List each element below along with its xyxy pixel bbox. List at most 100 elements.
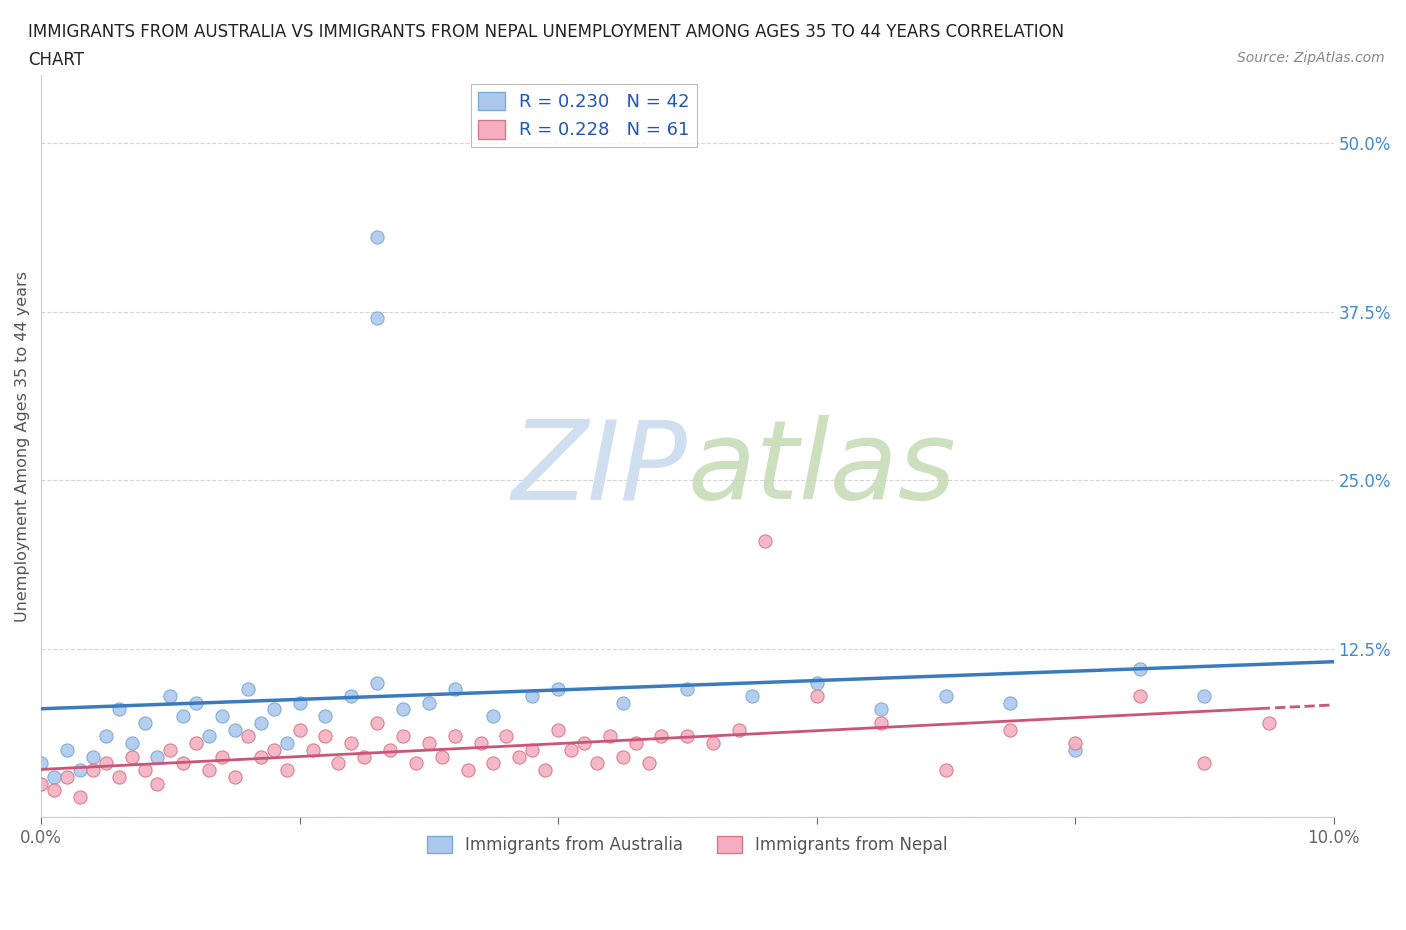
Point — [1064, 736, 1087, 751]
Point — [211, 750, 233, 764]
Point — [935, 688, 957, 703]
Point — [572, 736, 595, 751]
Point — [741, 688, 763, 703]
Point — [366, 230, 388, 245]
Point — [94, 756, 117, 771]
Point — [301, 742, 323, 757]
Point — [534, 763, 557, 777]
Point — [288, 696, 311, 711]
Point — [470, 736, 492, 751]
Point — [430, 750, 453, 764]
Point — [263, 742, 285, 757]
Point — [482, 709, 505, 724]
Point — [870, 715, 893, 730]
Point — [340, 688, 363, 703]
Point — [314, 729, 336, 744]
Point — [236, 682, 259, 697]
Point — [121, 736, 143, 751]
Point — [418, 736, 440, 751]
Point — [418, 696, 440, 711]
Point — [728, 723, 751, 737]
Point — [198, 763, 221, 777]
Point — [250, 750, 273, 764]
Point — [224, 723, 246, 737]
Y-axis label: Unemployment Among Ages 35 to 44 years: Unemployment Among Ages 35 to 44 years — [15, 271, 30, 622]
Point — [637, 756, 659, 771]
Legend: Immigrants from Australia, Immigrants from Nepal: Immigrants from Australia, Immigrants fr… — [420, 830, 955, 861]
Point — [276, 763, 298, 777]
Point — [134, 715, 156, 730]
Point — [1257, 715, 1279, 730]
Point — [806, 688, 828, 703]
Point — [340, 736, 363, 751]
Point — [624, 736, 647, 751]
Point — [650, 729, 672, 744]
Point — [159, 688, 181, 703]
Point — [134, 763, 156, 777]
Point — [236, 729, 259, 744]
Point — [1129, 661, 1152, 676]
Point — [560, 742, 582, 757]
Point — [263, 702, 285, 717]
Point — [30, 756, 52, 771]
Point — [42, 783, 65, 798]
Point — [443, 682, 465, 697]
Point — [186, 696, 208, 711]
Point — [522, 742, 544, 757]
Point — [599, 729, 621, 744]
Point — [522, 688, 544, 703]
Point — [172, 756, 194, 771]
Point — [547, 682, 569, 697]
Point — [754, 534, 776, 549]
Text: atlas: atlas — [688, 415, 956, 522]
Text: CHART: CHART — [28, 51, 84, 69]
Point — [69, 790, 91, 804]
Text: Source: ZipAtlas.com: Source: ZipAtlas.com — [1237, 51, 1385, 65]
Point — [328, 756, 350, 771]
Point — [159, 742, 181, 757]
Point — [172, 709, 194, 724]
Point — [82, 750, 104, 764]
Point — [702, 736, 724, 751]
Point — [69, 763, 91, 777]
Point — [314, 709, 336, 724]
Point — [612, 750, 634, 764]
Point — [482, 756, 505, 771]
Point — [288, 723, 311, 737]
Point — [405, 756, 427, 771]
Text: IMMIGRANTS FROM AUSTRALIA VS IMMIGRANTS FROM NEPAL UNEMPLOYMENT AMONG AGES 35 TO: IMMIGRANTS FROM AUSTRALIA VS IMMIGRANTS … — [28, 23, 1064, 41]
Point — [378, 742, 401, 757]
Point — [366, 675, 388, 690]
Point — [508, 750, 530, 764]
Point — [1194, 756, 1216, 771]
Point — [82, 763, 104, 777]
Point — [495, 729, 517, 744]
Point — [42, 769, 65, 784]
Point — [146, 750, 169, 764]
Point — [276, 736, 298, 751]
Point — [1000, 723, 1022, 737]
Point — [211, 709, 233, 724]
Point — [806, 675, 828, 690]
Point — [1000, 696, 1022, 711]
Point — [353, 750, 375, 764]
Point — [935, 763, 957, 777]
Point — [1064, 742, 1087, 757]
Point — [107, 769, 129, 784]
Point — [1194, 688, 1216, 703]
Point — [366, 311, 388, 325]
Point — [366, 715, 388, 730]
Point — [870, 702, 893, 717]
Point — [146, 777, 169, 791]
Point — [121, 750, 143, 764]
Point — [107, 702, 129, 717]
Text: ZIP: ZIP — [512, 415, 688, 522]
Point — [547, 723, 569, 737]
Point — [676, 682, 699, 697]
Point — [1129, 688, 1152, 703]
Point — [186, 736, 208, 751]
Point — [676, 729, 699, 744]
Point — [585, 756, 607, 771]
Point — [198, 729, 221, 744]
Point — [30, 777, 52, 791]
